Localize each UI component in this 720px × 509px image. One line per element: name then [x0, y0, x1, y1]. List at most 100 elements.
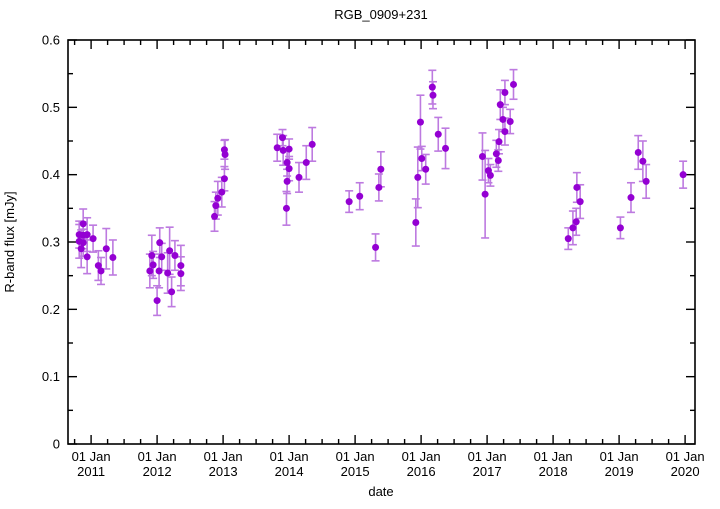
y-axis-label: R-band flux [mJy] — [2, 191, 17, 292]
data-point — [79, 239, 87, 247]
data-point — [442, 144, 450, 152]
data-point — [501, 128, 509, 136]
data-point — [158, 253, 166, 261]
data-point — [166, 247, 174, 255]
data-point — [308, 140, 316, 148]
data-point — [279, 134, 286, 142]
data-point — [273, 144, 281, 152]
data-point — [356, 192, 364, 200]
data-point — [506, 117, 514, 125]
data-point — [639, 157, 647, 165]
data-point — [221, 150, 229, 158]
data-point — [220, 175, 228, 183]
data-point — [83, 231, 91, 239]
x-tick-label: 01 Jan — [534, 449, 573, 464]
data-point — [494, 157, 502, 165]
data-point — [282, 204, 290, 212]
data-point — [414, 173, 422, 181]
y-tick-label: 0.4 — [42, 167, 60, 182]
data-point — [94, 262, 102, 270]
x-tick-label: 2020 — [671, 464, 700, 479]
data-point — [428, 83, 436, 91]
data-point — [416, 118, 424, 126]
data-point — [564, 235, 572, 243]
data-point — [285, 145, 293, 153]
data-point — [478, 152, 486, 160]
x-tick-label: 01 Jan — [666, 449, 705, 464]
y-tick-label: 0.6 — [42, 33, 60, 48]
data-point — [97, 267, 105, 275]
data-point — [89, 235, 97, 243]
x-tick-label: 2018 — [539, 464, 568, 479]
data-point — [285, 165, 293, 173]
y-tick-label: 0 — [53, 437, 60, 452]
data-point — [283, 177, 291, 185]
data-point — [212, 202, 220, 210]
x-tick-label: 01 Jan — [204, 449, 243, 464]
data-point — [569, 224, 577, 232]
data-point — [679, 171, 687, 179]
x-axis-label: date — [368, 484, 393, 499]
data-point — [496, 101, 504, 109]
data-point — [168, 288, 176, 296]
x-tick-label: 2017 — [473, 464, 502, 479]
data-point — [156, 239, 164, 247]
x-tick-label: 2019 — [605, 464, 634, 479]
error-bars — [75, 68, 688, 317]
data-point — [499, 115, 507, 123]
data-point — [102, 245, 110, 253]
data-point — [412, 218, 420, 226]
x-tick-label: 01 Jan — [402, 449, 441, 464]
data-point — [422, 165, 430, 173]
data-point — [149, 261, 157, 269]
x-tick-label: 01 Jan — [138, 449, 177, 464]
data-point — [218, 188, 226, 196]
data-point — [146, 267, 154, 275]
x-tick-label: 2011 — [77, 464, 105, 479]
chart-title: RGB_0909+231 — [334, 7, 428, 22]
x-tick-label: 01 Jan — [270, 449, 309, 464]
data-point — [375, 183, 383, 191]
data-point — [283, 159, 291, 167]
data-point — [501, 89, 509, 97]
data-point — [486, 171, 494, 179]
data-point — [214, 194, 222, 202]
data-point — [148, 251, 156, 259]
data-point — [109, 253, 117, 261]
x-tick-label: 2015 — [341, 464, 370, 479]
x-tick-label: 01 Jan — [72, 449, 111, 464]
data-point — [434, 130, 442, 138]
data-point — [177, 262, 185, 270]
data-point — [576, 198, 584, 206]
data-point — [155, 267, 163, 275]
y-tick-label: 0.2 — [42, 302, 60, 317]
data-point — [164, 269, 172, 277]
data-point — [634, 148, 642, 156]
y-tick-label: 0.1 — [42, 369, 60, 384]
data-point — [77, 245, 85, 253]
x-tick-label: 2012 — [143, 464, 172, 479]
data-point — [345, 198, 353, 206]
x-tick-label: 01 Jan — [468, 449, 507, 464]
x-tick-label: 01 Jan — [600, 449, 639, 464]
data-point — [79, 220, 87, 228]
x-tick-label: 2013 — [209, 464, 238, 479]
x-tick-label: 01 Jan — [336, 449, 375, 464]
data-point — [616, 224, 624, 232]
y-tick-label: 0.3 — [42, 235, 60, 250]
data-point — [418, 155, 426, 163]
data-point — [177, 270, 185, 278]
data-point — [83, 253, 91, 261]
y-tick-label: 0.5 — [42, 100, 60, 115]
data-point — [153, 297, 161, 305]
data-point — [429, 91, 437, 99]
data-point — [372, 243, 380, 251]
data-point — [627, 194, 635, 202]
x-tick-label: 2014 — [275, 464, 304, 479]
data-point — [481, 190, 489, 198]
data-point — [510, 80, 517, 88]
x-tick-label: 2016 — [407, 464, 436, 479]
